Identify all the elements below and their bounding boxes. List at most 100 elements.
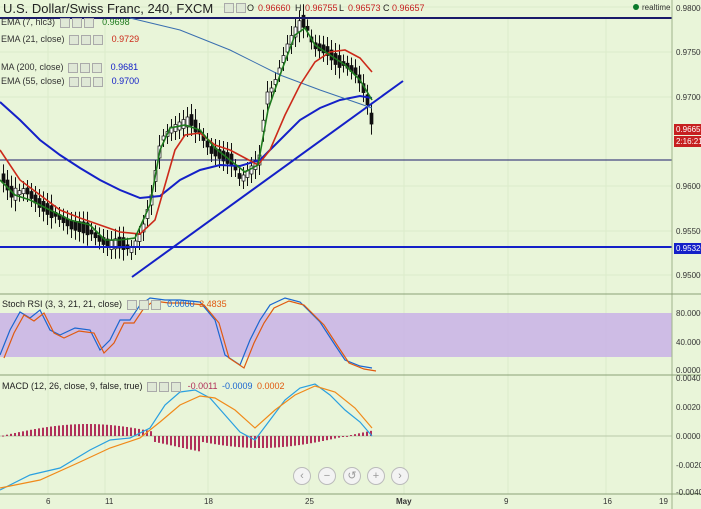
macd-tick: 0.0000 — [676, 432, 701, 441]
scroll-left-button[interactable]: ‹ — [293, 467, 311, 485]
eye-icon[interactable] — [69, 76, 80, 87]
candle-body — [325, 46, 330, 56]
macd-hist-bar — [166, 436, 168, 445]
scroll-right-button[interactable]: › — [391, 467, 409, 485]
macd-hist-bar — [46, 427, 48, 436]
macd-hist-bar — [290, 436, 292, 447]
time-tick: 25 — [305, 497, 314, 506]
support-price-label: 0.95320 — [674, 243, 701, 254]
candle-body — [113, 238, 118, 250]
stoch-lines — [0, 297, 377, 372]
eye-icon[interactable] — [126, 299, 137, 310]
macd-hist-bar — [358, 433, 360, 436]
eye-icon[interactable] — [69, 34, 80, 45]
visibility-icon[interactable] — [236, 3, 246, 13]
trend-line — [131, 80, 404, 278]
time-tick: 9 — [504, 497, 509, 506]
candle-body — [89, 229, 94, 235]
candle-body — [209, 146, 214, 154]
macd-hist-bar — [202, 436, 204, 443]
settings-icon[interactable] — [138, 299, 149, 310]
legend-ma200[interactable]: MA (200, close) 0.9681 — [1, 62, 138, 73]
macd-line — [0, 383, 373, 491]
macd-hist-bar — [270, 436, 272, 448]
candle-body — [93, 232, 98, 239]
settings-icon[interactable] — [159, 381, 170, 392]
macd-hist-bar — [158, 436, 160, 443]
macd-hist-bar — [14, 432, 16, 436]
macd-hist-bar — [170, 436, 172, 446]
macd-hist-bar — [94, 424, 96, 436]
eye-icon[interactable] — [59, 17, 70, 28]
macd-hist-bar — [126, 426, 128, 436]
candle-body — [17, 190, 22, 196]
candle-body — [181, 119, 186, 129]
close-icon[interactable] — [83, 17, 94, 28]
zoom-in-button[interactable]: + — [367, 467, 385, 485]
reset-chart-button[interactable]: ↺ — [343, 467, 361, 485]
macd-hist-bar — [274, 436, 276, 448]
settings-icon[interactable] — [81, 34, 92, 45]
macd-hist-bar — [338, 436, 340, 438]
candle-body — [21, 188, 26, 195]
close-icon[interactable] — [93, 34, 104, 45]
legend-ema7[interactable]: EMA (7, hlc3) 0.9698 — [1, 17, 130, 28]
stoch-tick: 80.0000 — [676, 309, 701, 318]
candle-body — [109, 240, 114, 250]
zoom-out-button[interactable]: − — [318, 467, 336, 485]
stoch-d-value: 3.4835 — [199, 299, 227, 309]
settings-icon[interactable] — [71, 17, 82, 28]
candle-body — [237, 173, 242, 179]
legend-ema55[interactable]: EMA (55, close) 0.9700 — [1, 76, 139, 87]
macd-hist-bar — [34, 429, 36, 436]
candle-body — [141, 223, 146, 233]
macd-hist-bar — [306, 436, 308, 444]
macd-signal-value: 0.0002 — [257, 381, 285, 391]
eye-icon[interactable] — [147, 381, 158, 392]
legend-ema55-value: 0.9700 — [111, 76, 140, 86]
ohlc-low-value: 0.96573 — [348, 3, 381, 13]
macd-hist-bar — [310, 436, 312, 444]
macd-tick: 0.0020 — [676, 403, 701, 412]
settings-icon[interactable] — [80, 62, 91, 73]
macd-hist-bar — [218, 436, 220, 445]
macd-hist-bar — [66, 424, 68, 436]
settings-icon[interactable] — [81, 76, 92, 87]
time-tick: 19 — [659, 497, 668, 506]
time-tick: 11 — [105, 497, 114, 506]
time-tick: May — [396, 497, 412, 506]
macd-hist-bar — [298, 436, 300, 446]
macd-hist-bar — [206, 436, 208, 443]
macd-label: MACD (12, 26, close, 9, false, true) — [2, 381, 143, 391]
stoch-legend[interactable]: Stoch RSI (3, 3, 21, 21, close) 0.0000 3… — [2, 299, 227, 310]
ohlc-low-label: L — [339, 3, 345, 13]
candle-body — [85, 222, 90, 236]
macd-legend[interactable]: MACD (12, 26, close, 9, false, true) -0.… — [2, 381, 285, 392]
legend-ema21[interactable]: EMA (21, close) 0.9729 — [1, 34, 139, 45]
ma200-line — [129, 17, 373, 109]
stoch-k-value: 0.0000 — [167, 299, 195, 309]
close-icon[interactable] — [150, 299, 161, 310]
close-icon[interactable] — [92, 62, 103, 73]
macd-hist-bar — [314, 436, 316, 443]
macd-hist-bar — [6, 434, 8, 436]
macd-hist-bar — [138, 428, 140, 436]
eye-icon[interactable] — [68, 62, 79, 73]
macd-hist-bar — [90, 424, 92, 436]
settings-icon[interactable] — [224, 3, 234, 13]
signal-line — [0, 385, 373, 489]
macd-hist-bar — [278, 436, 280, 448]
macd-hist-value: -0.0011 — [187, 381, 218, 391]
stoch-label: Stoch RSI (3, 3, 21, 21, close) — [2, 299, 123, 309]
macd-hist-bar — [86, 424, 88, 436]
macd-hist-bar — [70, 424, 72, 436]
close-icon[interactable] — [171, 381, 182, 392]
macd-lines — [0, 383, 672, 491]
realtime-indicator: realtime — [633, 3, 670, 12]
candle-body — [117, 236, 122, 249]
legend-ma200-label: MA (200, close) — [1, 62, 64, 72]
close-icon[interactable] — [93, 76, 104, 87]
